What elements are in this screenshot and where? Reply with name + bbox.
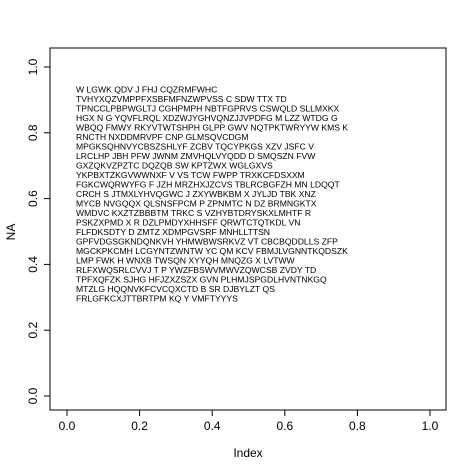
- y-tick-label: 1.0: [26, 58, 40, 75]
- annotation-line: YKPBXTZKGVWWNXF V VS TCW FWPP TRXKCFDSXX…: [76, 170, 305, 180]
- annotation-line: GXZQKVZPZTC DQZQB SW KPTZWX WGLGXVS: [76, 160, 273, 170]
- annotation-line: RLFXWQSRLCVVJ T P YWZFBSWVMWVZQWCSB ZVDY…: [76, 265, 316, 275]
- y-tick-label: 0.8: [26, 124, 40, 141]
- annotation-line: MYCB NVGQQX QLSNSFPCM P ZPNMTC N DZ BRMN…: [76, 198, 317, 208]
- x-tick-label: 0.2: [131, 419, 148, 433]
- annotation-line: TPFXQFZK SJHG HFJZXZSZX GVN PLHMJSPGDLHV…: [76, 274, 327, 284]
- x-tick-label: 0.6: [276, 419, 293, 433]
- y-tick-label: 0.6: [26, 190, 40, 207]
- annotation-line: MTZLG HQQNVKFCVCQXCTD B SR DJBYLZT QS: [76, 284, 275, 294]
- annotation-line: TPNCCLPBPWGLTJ CGHPMPH NBTFGPRVS CSWQLD …: [76, 103, 340, 113]
- annotation-line: FGKCWQRWYFG F JZH MRZHXJZCVS TBLRCBGFZH …: [76, 179, 340, 189]
- annotation-line: W LGWK QDV J FHJ CQZRMFWHC: [76, 84, 217, 94]
- annotation-line: TVHYXQZVMPPFXSBFMFNZWPVSS C SDW TTX TD: [76, 94, 287, 104]
- y-tick-label: 0.4: [26, 256, 40, 273]
- y-tick-label: 0.2: [26, 322, 40, 339]
- annotation-line: LMP FWK H WNXB TWSQN XYYQH MNQZG X LVTWW: [76, 255, 296, 265]
- y-tick-label: 0.0: [26, 387, 40, 404]
- annotation-line: CRCH S JTMXLYHVQGWC J ZXYWBKBM X JYLJD T…: [76, 189, 316, 199]
- x-tick-label: 0.8: [349, 419, 366, 433]
- annotation-line: LRCLHP JBH PFW JWNM ZMVHQLVYQDD D SMQSZN…: [76, 151, 316, 161]
- y-axis-label: NA: [4, 224, 18, 241]
- x-tick-label: 0.0: [59, 419, 76, 433]
- annotation-line: FLFDKSDTY D ZMTZ XDMPGVSRF MNHLLTTSN: [76, 227, 270, 237]
- annotation-line: HGX N G YQVFLRQL XDZWJYGHVQNZJJVPDFG M L…: [76, 113, 338, 123]
- x-axis-label: Index: [233, 446, 262, 460]
- annotation-line: GPFVDGSGKNDQNKVH YHMWBWSRKVZ VT CBCBQDDL…: [76, 236, 338, 246]
- annotation-line: WMDVC KXZTZBBBTM TRKC S VZHYBTDRYSKXLMHT…: [76, 208, 311, 218]
- annotation-line: WBQQ FMWY RKYVTWTSHPH GLPP GWV NQTPKTWRY…: [76, 122, 348, 132]
- x-tick-label: 0.4: [204, 419, 221, 433]
- annotation-line: RNCTH NXDDMRVPF CNP GLMSQVCDGM: [76, 132, 249, 142]
- annotation-line: MGCKPKCMH LCGYNTZWNTW YC QM KCV FBMJLVGN…: [76, 246, 348, 256]
- x-tick-label: 1.0: [422, 419, 439, 433]
- annotation-line: MPGKSQHNVYCBSZSHLYF ZCBV TQCYPKGS XZV JS…: [76, 141, 314, 151]
- annotation-line: PSKZXPMD X R DZLPMDYXHHSFF QRWTCTQTKDL V…: [76, 217, 300, 227]
- annotation-line: FRLGFKCXJTTBRTPM KQ Y VMFTYYYS: [76, 293, 238, 303]
